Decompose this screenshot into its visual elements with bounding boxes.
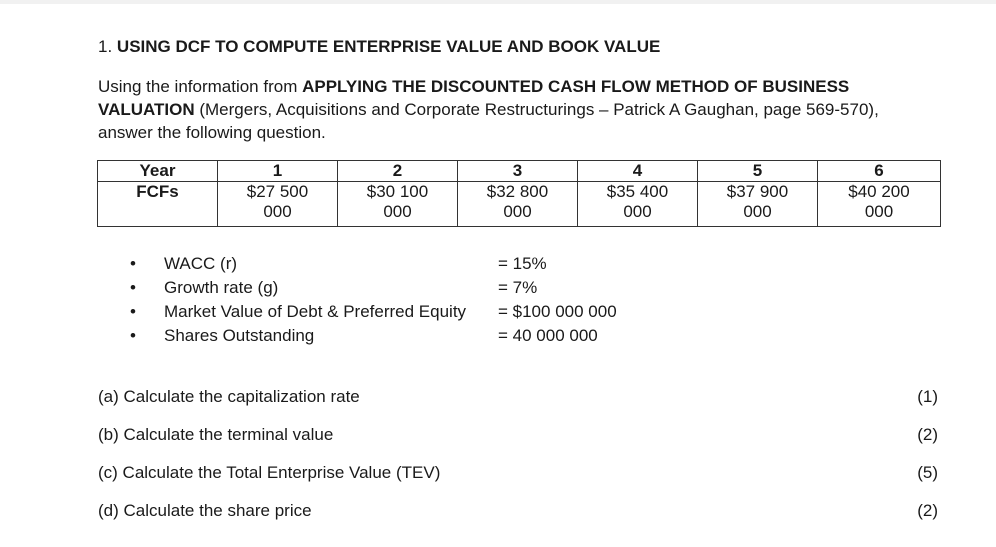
bullet-icon: •	[130, 278, 136, 297]
header-year-5: 5	[697, 160, 818, 182]
fcf-cell-4: $35 400 000	[577, 181, 698, 227]
fcf-cell-4-line-1: $35 400	[606, 182, 669, 201]
intro-prefix: Using the information from	[98, 77, 303, 96]
fcf-table: Year 1 2 3 4 5 6 FCFs $27 500 000 $30 100…	[97, 160, 941, 227]
fcf-cell-5-line-2: 000	[743, 202, 772, 221]
fcf-cell-1: $27 500 000	[217, 181, 338, 227]
intro-paragraph: Using the information from APPLYING THE …	[98, 75, 938, 144]
param-value: = 7%	[498, 278, 538, 297]
marks-c: (5)	[917, 463, 938, 482]
header-year-6: 6	[817, 160, 941, 182]
question-c: (c) Calculate the Total Enterprise Value…	[98, 463, 441, 482]
bullet-icon: •	[130, 302, 136, 321]
fcf-cell-1-line-1: $27 500	[246, 182, 309, 201]
bullet-icon: •	[130, 254, 136, 273]
marks-a: (1)	[917, 387, 938, 406]
fcf-cell-6: $40 200 000	[817, 181, 941, 227]
fcf-cell-3-line-1: $32 800	[486, 182, 549, 201]
fcf-cell-5-line-1: $37 900	[726, 182, 789, 201]
question-heading: 1. USING DCF TO COMPUTE ENTERPRISE VALUE…	[98, 37, 660, 57]
heading-title: USING DCF TO COMPUTE ENTERPRISE VALUE AN…	[116, 37, 661, 56]
header-year-2: 2	[337, 160, 458, 182]
param-value: = 15%	[498, 254, 547, 273]
question-d: (d) Calculate the share price	[98, 501, 312, 520]
table-row-fcfs: FCFs $27 500 000 $30 100 000 $32 800 000 $3…	[97, 181, 941, 227]
question-a: (a) Calculate the capitalization rate	[98, 387, 360, 406]
fcf-cell-1-line-2: 000	[263, 202, 292, 221]
fcf-cell-2: $30 100 000	[337, 181, 458, 227]
row-label-fcfs: FCFs	[97, 181, 218, 227]
fcf-cell-3: $32 800 000	[457, 181, 578, 227]
bullet-icon: •	[130, 326, 136, 345]
marks-d: (2)	[917, 501, 938, 520]
intro-suffix: (Mergers, Acquisitions and Corporate Res…	[98, 100, 879, 142]
header-year: Year	[97, 160, 218, 182]
fcf-cell-2-line-1: $30 100	[366, 182, 429, 201]
top-strip	[0, 0, 996, 4]
intro-bold-title: APPLYING THE DISCOUNTED CASH FLOW METHOD…	[98, 77, 850, 119]
fcf-cell-5: $37 900 000	[697, 181, 818, 227]
question-b: (b) Calculate the terminal value	[98, 425, 334, 444]
header-year-1: 1	[217, 160, 338, 182]
fcf-cell-6-line-1: $40 200	[848, 182, 910, 201]
marks-b: (2)	[917, 425, 938, 444]
table-header-row: Year 1 2 3 4 5 6	[97, 160, 941, 182]
param-label: WACC (r)	[164, 254, 238, 273]
fcf-cell-3-line-2: 000	[503, 202, 532, 221]
param-label: Market Value of Debt & Preferred Equity	[164, 302, 467, 321]
fcf-cell-2-line-2: 000	[383, 202, 412, 221]
header-year-3: 3	[457, 160, 578, 182]
heading-number: 1.	[98, 37, 113, 56]
param-value: = 40 000 000	[498, 326, 598, 345]
param-label: Shares Outstanding	[164, 326, 315, 345]
fcf-cell-4-line-2: 000	[623, 202, 652, 221]
fcf-cell-6-line-2: 000	[864, 202, 894, 221]
param-value: = $100 000 000	[498, 302, 617, 321]
param-label: Growth rate (g)	[164, 278, 279, 297]
header-year-4: 4	[577, 160, 698, 182]
